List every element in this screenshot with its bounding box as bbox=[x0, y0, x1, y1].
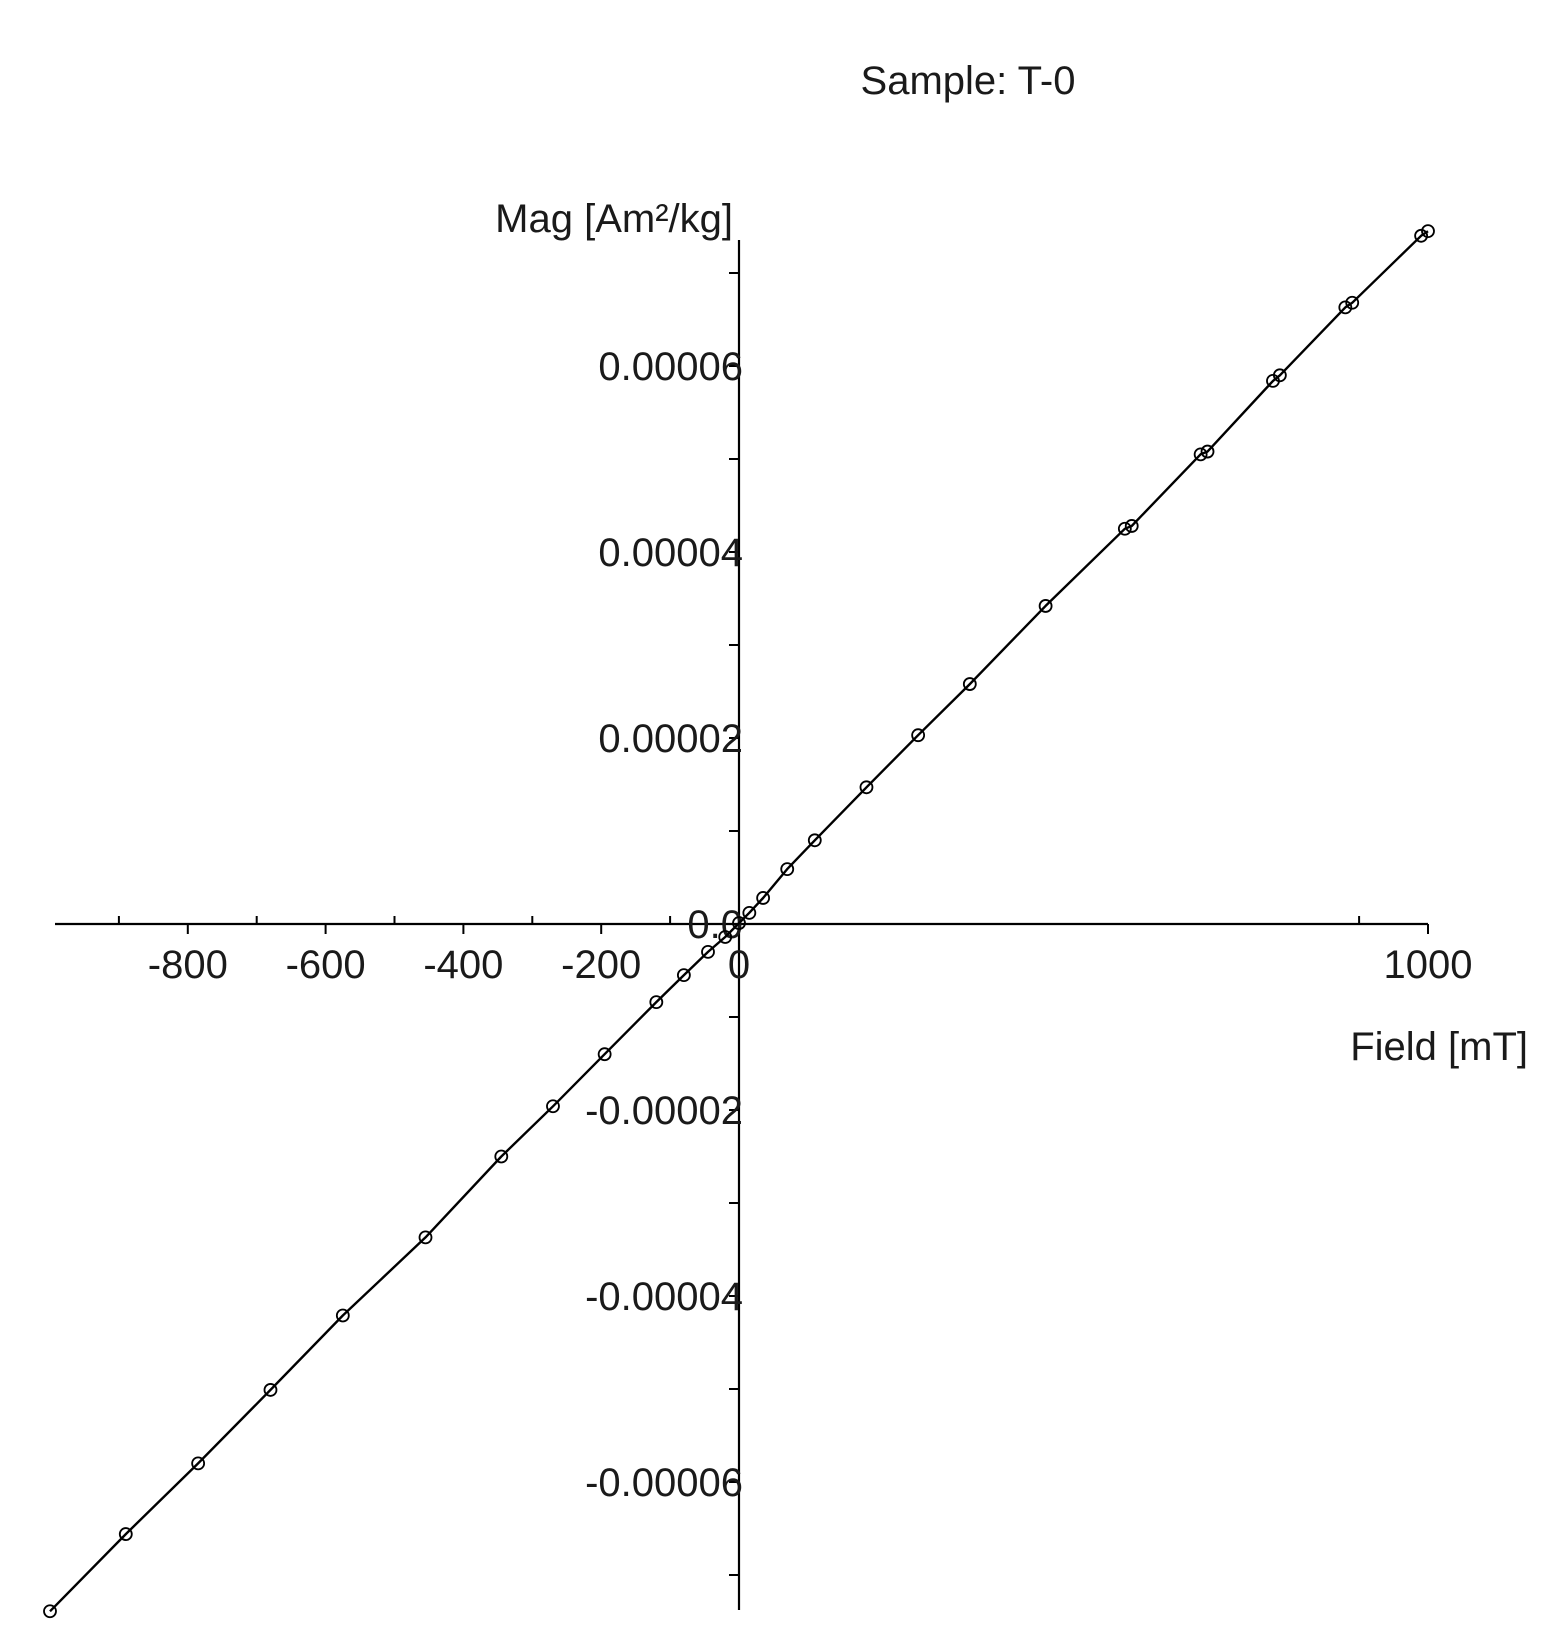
data-point bbox=[191, 1456, 206, 1471]
data-point bbox=[1038, 599, 1053, 613]
chart-title: Sample: T-0 bbox=[861, 59, 1076, 103]
y-tick-label: -0.00006 bbox=[585, 1461, 743, 1505]
y-tick-label: 0.00004 bbox=[598, 531, 743, 575]
data-point bbox=[118, 1527, 133, 1541]
data-point bbox=[494, 1149, 509, 1164]
data-point bbox=[962, 677, 977, 691]
data-point bbox=[718, 930, 733, 944]
x-tick-label: -400 bbox=[423, 943, 503, 987]
series-line bbox=[49, 230, 1429, 1613]
data-point bbox=[418, 1230, 433, 1245]
data-point bbox=[859, 780, 874, 795]
data-point bbox=[701, 945, 715, 959]
data-point bbox=[1117, 521, 1132, 536]
data-point bbox=[43, 1604, 57, 1619]
ticks: -800 -600 -400 -200 0 1000 0.00006 0.00004 0.000… bbox=[117, 272, 1473, 1576]
data-point bbox=[335, 1308, 350, 1323]
y-tick-label: -0.00002 bbox=[585, 1089, 743, 1133]
data-point bbox=[911, 728, 926, 743]
data-point bbox=[742, 905, 757, 920]
data-point bbox=[807, 833, 822, 848]
y-tick-label: 0.00002 bbox=[598, 717, 743, 761]
y-tick-label: 0.00006 bbox=[598, 345, 743, 389]
data-point bbox=[1272, 368, 1287, 383]
x-tick-label: 1000 bbox=[1384, 943, 1473, 987]
data-point bbox=[1345, 295, 1360, 310]
data-point bbox=[1414, 228, 1429, 243]
data-point bbox=[597, 1047, 612, 1062]
data-point bbox=[676, 968, 691, 983]
data-point bbox=[546, 1099, 560, 1114]
x-tick-label: -600 bbox=[286, 943, 366, 987]
data-point bbox=[756, 891, 771, 905]
data-point bbox=[1200, 444, 1215, 459]
data-point bbox=[732, 916, 746, 930]
x-tick-label: 0 bbox=[728, 943, 750, 987]
y-tick-label: -0.00004 bbox=[585, 1275, 743, 1319]
y-tick-label: 0.0 bbox=[687, 903, 743, 947]
data-point bbox=[1124, 519, 1139, 533]
series bbox=[43, 224, 1435, 1619]
x-tick-label: -800 bbox=[148, 943, 228, 987]
data-point bbox=[1193, 447, 1208, 462]
data-point bbox=[1338, 300, 1353, 315]
data-point bbox=[263, 1383, 278, 1397]
data-point bbox=[1421, 224, 1435, 239]
data-point bbox=[649, 995, 664, 1010]
y-axis-label: Mag [Am²/kg] bbox=[495, 197, 733, 241]
data-point bbox=[780, 862, 795, 877]
x-axis-label: Field [mT] bbox=[1350, 1025, 1528, 1069]
x-tick-label: -200 bbox=[561, 943, 641, 987]
